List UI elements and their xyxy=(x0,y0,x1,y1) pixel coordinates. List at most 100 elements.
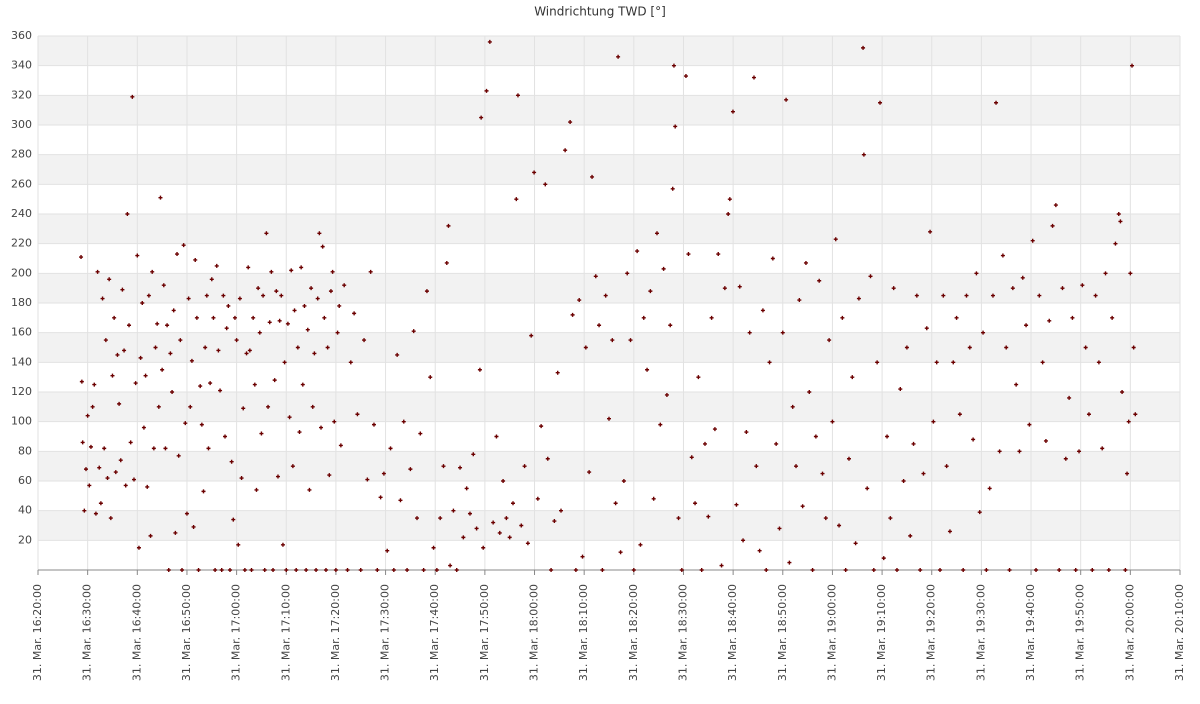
point xyxy=(256,286,261,291)
point xyxy=(1020,275,1025,280)
point xyxy=(446,223,451,228)
point xyxy=(676,516,681,521)
point xyxy=(267,320,272,325)
point xyxy=(332,419,337,424)
point xyxy=(98,501,103,506)
point xyxy=(115,352,120,357)
point xyxy=(514,197,519,202)
point xyxy=(1027,422,1032,427)
point xyxy=(1083,345,1088,350)
point xyxy=(1063,456,1068,461)
point xyxy=(271,568,276,572)
point xyxy=(405,568,410,572)
point xyxy=(348,360,353,365)
point xyxy=(176,453,181,458)
point xyxy=(600,568,605,572)
point xyxy=(1126,419,1131,424)
point xyxy=(1077,449,1082,454)
point xyxy=(757,548,762,553)
point xyxy=(987,486,992,491)
point xyxy=(1030,238,1035,243)
point xyxy=(830,419,835,424)
y-tick-label: 240 xyxy=(11,207,32,220)
point xyxy=(865,486,870,491)
point xyxy=(160,367,165,372)
point xyxy=(1106,568,1111,572)
point xyxy=(186,296,191,301)
point xyxy=(603,293,608,298)
point xyxy=(921,471,926,476)
point xyxy=(529,333,534,338)
point xyxy=(997,449,1002,454)
point xyxy=(165,323,170,328)
point xyxy=(790,404,795,409)
point xyxy=(127,323,132,328)
point xyxy=(206,446,211,451)
point xyxy=(128,440,133,445)
point xyxy=(911,441,916,446)
point xyxy=(365,477,370,482)
point xyxy=(289,268,294,273)
point xyxy=(797,298,802,303)
point xyxy=(747,330,752,335)
point xyxy=(827,338,832,343)
point xyxy=(156,404,161,409)
point xyxy=(901,479,906,483)
point xyxy=(587,470,592,475)
y-tick-label: 20 xyxy=(18,533,32,546)
y-tick-label: 100 xyxy=(11,415,32,428)
point xyxy=(467,511,472,516)
point xyxy=(290,464,295,469)
point xyxy=(555,370,560,375)
point xyxy=(193,257,198,262)
point xyxy=(257,330,262,335)
point xyxy=(441,464,446,469)
point xyxy=(219,568,224,572)
point xyxy=(431,545,436,550)
point xyxy=(618,550,623,555)
x-tick-label: 31. Mar. 18:40:00 xyxy=(726,584,739,681)
grid-band xyxy=(38,36,1180,66)
point xyxy=(504,516,509,521)
point xyxy=(448,563,453,568)
point xyxy=(726,212,731,216)
point xyxy=(954,315,959,320)
chart-title: Windrichtung TWD [°] xyxy=(534,5,666,19)
point xyxy=(1116,212,1121,216)
point xyxy=(93,511,98,516)
point xyxy=(840,315,845,320)
point xyxy=(161,283,166,288)
point xyxy=(751,75,756,80)
point xyxy=(110,373,115,378)
point xyxy=(1110,315,1115,320)
point xyxy=(279,293,284,298)
point xyxy=(914,293,919,298)
point xyxy=(323,568,328,572)
grid-band xyxy=(38,95,1180,125)
x-tick-label: 31. Mar. 16:20:00 xyxy=(31,584,44,681)
point xyxy=(941,293,946,298)
point xyxy=(964,293,969,298)
point xyxy=(810,568,815,572)
point xyxy=(744,430,749,435)
point xyxy=(1004,345,1009,350)
point xyxy=(1103,271,1108,276)
point xyxy=(282,360,287,365)
point xyxy=(330,269,335,274)
point xyxy=(981,330,986,335)
point xyxy=(113,470,118,475)
point xyxy=(236,542,241,547)
point xyxy=(549,568,554,572)
x-tick-label: 31. Mar. 20:10:00 xyxy=(1173,584,1186,681)
point xyxy=(648,289,653,294)
point xyxy=(1100,446,1105,451)
point xyxy=(764,568,769,572)
point xyxy=(661,266,666,271)
point xyxy=(241,406,246,411)
point xyxy=(706,514,711,519)
point xyxy=(300,382,305,387)
point xyxy=(770,256,775,261)
point xyxy=(1086,412,1091,417)
